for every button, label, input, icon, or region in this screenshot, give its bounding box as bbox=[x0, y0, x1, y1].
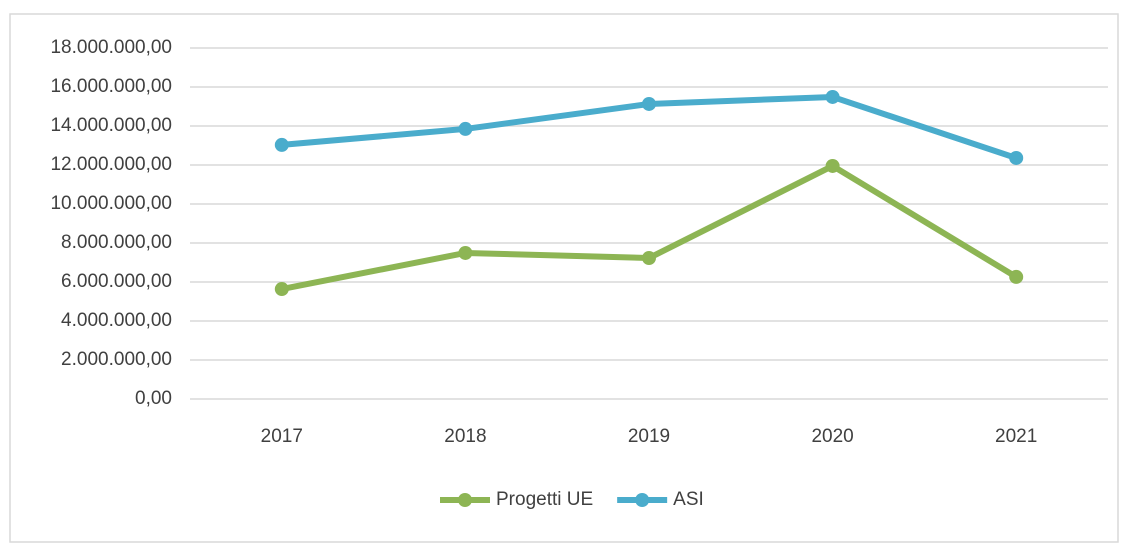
x-tick-label: 2020 bbox=[811, 426, 853, 447]
data-point bbox=[458, 121, 473, 136]
y-tick-label: 16.000.000,00 bbox=[50, 76, 172, 97]
y-tick-label: 0,00 bbox=[135, 388, 172, 409]
y-tick-label: 10.000.000,00 bbox=[50, 193, 172, 214]
x-tick-label: 2021 bbox=[995, 426, 1037, 447]
data-point bbox=[274, 282, 289, 297]
chart-frame bbox=[9, 13, 1119, 543]
data-point bbox=[1009, 269, 1024, 284]
y-tick-label: 18.000.000,00 bbox=[50, 37, 172, 58]
x-tick-label: 2017 bbox=[261, 426, 303, 447]
y-tick-label: 8.000.000,00 bbox=[61, 232, 172, 253]
data-point bbox=[458, 245, 473, 260]
data-point bbox=[274, 137, 289, 152]
data-point bbox=[825, 158, 840, 173]
data-point bbox=[1009, 150, 1024, 165]
legend-label: Progetti UE bbox=[496, 489, 593, 510]
y-tick-label: 6.000.000,00 bbox=[61, 271, 172, 292]
y-tick-label: 14.000.000,00 bbox=[50, 115, 172, 136]
x-tick-label: 2019 bbox=[628, 426, 670, 447]
y-tick-label: 2.000.000,00 bbox=[61, 349, 172, 370]
legend-marker bbox=[635, 493, 650, 507]
y-tick-label: 4.000.000,00 bbox=[61, 310, 172, 331]
x-tick-label: 2018 bbox=[444, 426, 486, 447]
y-tick-label: 12.000.000,00 bbox=[50, 154, 172, 175]
legend-marker bbox=[458, 493, 472, 507]
data-point bbox=[642, 251, 656, 266]
data-point bbox=[642, 96, 656, 111]
data-point bbox=[825, 89, 840, 104]
legend-label: ASI bbox=[673, 489, 704, 510]
